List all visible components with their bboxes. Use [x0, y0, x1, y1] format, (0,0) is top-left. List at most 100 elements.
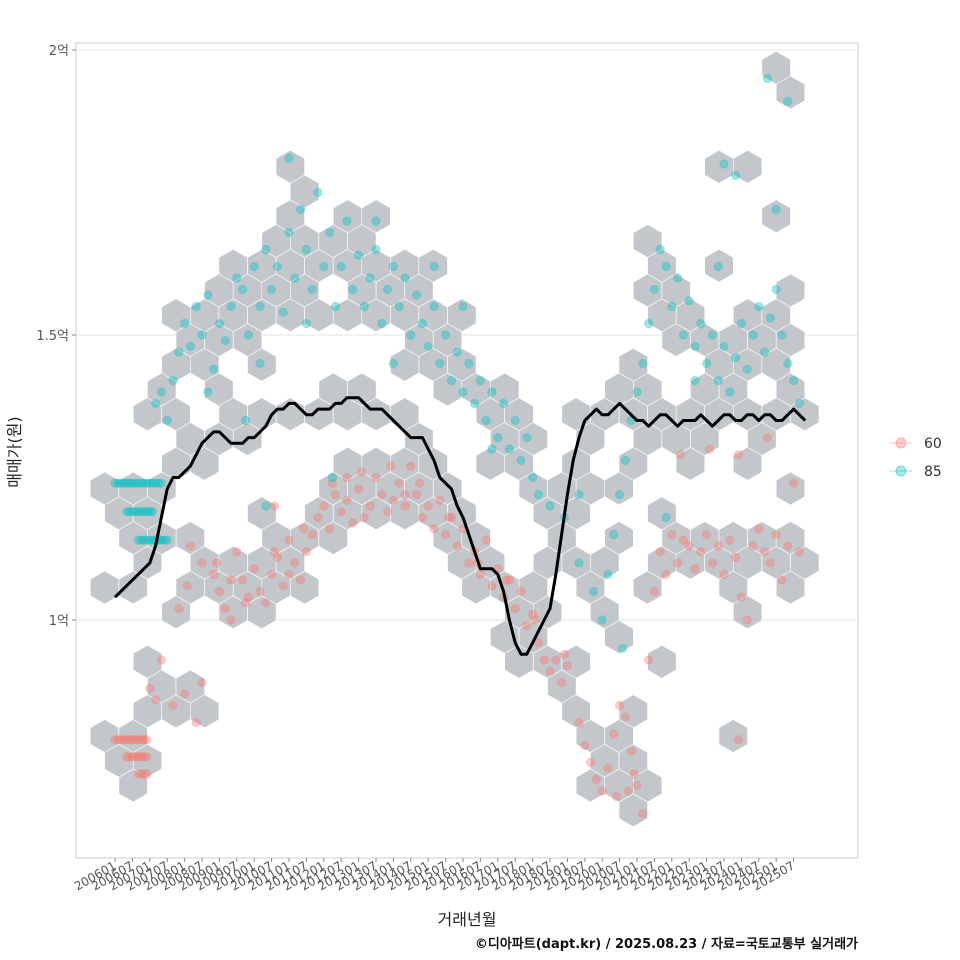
point-85	[295, 204, 306, 215]
point-60	[400, 489, 410, 500]
point-60	[562, 660, 573, 671]
caption: ©디아파트(dapt.kr) / 2025.08.23 / 자료=국토교통부 실…	[475, 936, 858, 952]
point-85	[388, 358, 399, 369]
point-85	[487, 387, 497, 397]
point-85	[638, 358, 648, 369]
point-85	[301, 244, 312, 255]
point-85	[153, 478, 164, 488]
hex-bin	[604, 620, 634, 654]
point-85	[783, 96, 793, 107]
point-60	[133, 769, 143, 779]
point-85	[156, 387, 167, 397]
hex-bin	[604, 768, 634, 803]
point-60	[284, 535, 294, 545]
point-85	[266, 284, 277, 295]
point-60	[704, 444, 715, 454]
point-85	[124, 507, 135, 517]
point-85	[191, 301, 201, 312]
point-60	[516, 586, 526, 597]
point-85	[127, 507, 138, 517]
point-60	[121, 752, 132, 762]
point-85	[203, 290, 213, 300]
legend-item-85[interactable]: 85	[890, 464, 942, 480]
point-85	[713, 261, 723, 272]
point-60	[327, 478, 338, 488]
point-85	[406, 330, 416, 340]
hex-bin	[418, 248, 448, 283]
point-85	[327, 472, 338, 483]
point-85	[522, 432, 532, 443]
point-85	[174, 347, 184, 357]
point-85	[371, 244, 381, 255]
point-60	[603, 763, 613, 773]
point-85	[243, 330, 254, 340]
point-60	[733, 450, 744, 460]
point-60	[269, 546, 280, 557]
point-60	[510, 603, 520, 614]
point-60	[298, 524, 309, 534]
legend-label-85: 85	[924, 464, 942, 480]
point-60	[249, 564, 259, 574]
point-85	[203, 387, 213, 397]
point-85	[168, 375, 178, 386]
point-85	[240, 415, 251, 426]
point-85	[435, 358, 445, 369]
point-60	[435, 495, 445, 505]
point-85	[220, 336, 230, 346]
point-60	[243, 592, 254, 602]
point-85	[255, 301, 265, 312]
point-85	[429, 301, 439, 312]
point-85	[301, 318, 312, 329]
point-85	[788, 375, 799, 386]
point-60	[359, 512, 370, 523]
point-60	[748, 541, 758, 551]
hex-bin	[561, 644, 591, 679]
point-60	[446, 512, 457, 523]
point-60	[443, 512, 454, 523]
point-60	[638, 809, 648, 819]
point-60	[113, 735, 123, 745]
point-60	[487, 581, 497, 591]
point-85	[527, 472, 538, 483]
point-85	[261, 244, 271, 255]
point-85	[261, 501, 271, 511]
point-60	[777, 575, 787, 585]
legend-marker-85	[895, 465, 907, 477]
point-85	[736, 318, 747, 329]
point-60	[365, 501, 375, 511]
point-60	[348, 518, 358, 528]
point-85	[516, 455, 526, 466]
point-60	[116, 735, 126, 745]
point-60	[353, 484, 364, 494]
point-60	[133, 735, 143, 745]
point-60	[429, 524, 439, 534]
point-85	[232, 273, 242, 283]
point-85	[423, 341, 433, 352]
point-60	[382, 507, 393, 517]
point-60	[649, 586, 660, 597]
point-60	[197, 678, 207, 688]
point-85	[156, 478, 167, 488]
point-60	[232, 546, 242, 557]
scatter-points	[110, 73, 805, 819]
hex-bin	[475, 545, 506, 580]
point-60	[269, 501, 280, 511]
point-85	[139, 478, 149, 488]
point-60	[313, 512, 323, 523]
point-85	[609, 529, 619, 540]
point-85	[110, 478, 120, 488]
point-60	[719, 569, 729, 580]
trend-line	[113, 396, 807, 656]
point-85	[771, 204, 781, 215]
point-85	[730, 353, 741, 363]
point-60	[388, 495, 399, 505]
point-60	[556, 678, 567, 688]
point-85	[307, 284, 317, 295]
legend-item-60[interactable]: 60	[890, 436, 942, 452]
hex-bin	[289, 570, 320, 605]
point-60	[559, 649, 570, 659]
point-60	[629, 769, 639, 779]
hex-bin	[475, 446, 506, 481]
point-85	[133, 507, 143, 517]
point-85	[226, 301, 236, 312]
